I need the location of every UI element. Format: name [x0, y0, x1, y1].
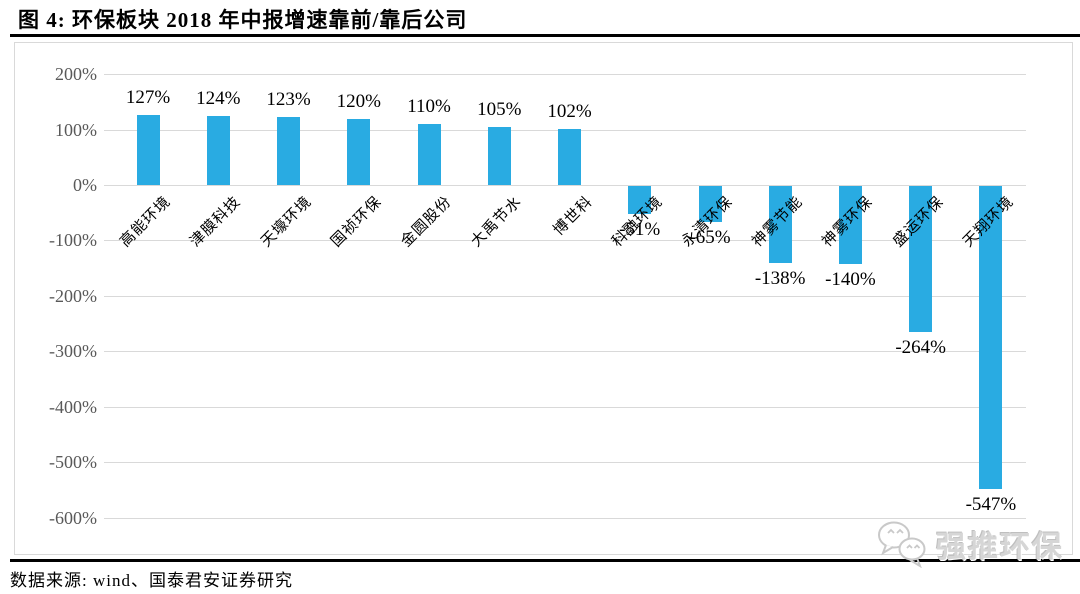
bar	[558, 128, 581, 185]
y-axis-tick-label: -400%	[49, 396, 97, 417]
wechat-icon	[878, 521, 926, 568]
y-axis-tick-label: -300%	[49, 341, 97, 362]
bar-chart: 200% 100% 0% -100% -200% -300% -400% -500% -600%…	[49, 64, 1026, 528]
bar	[136, 114, 160, 185]
gridline	[104, 74, 1026, 76]
category-label: 津膜科技	[187, 193, 245, 251]
bar	[979, 186, 1003, 490]
y-axis-tick-label: 100%	[55, 119, 97, 140]
data-source-note: 数据来源: wind、国泰君安证券研究	[10, 571, 293, 590]
bar-value-label: 105%	[477, 98, 522, 120]
y-axis-tick-label: -200%	[49, 285, 97, 306]
y-axis-tick-label: -600%	[49, 507, 97, 528]
gridline	[104, 295, 1026, 297]
footer-divider-rule	[10, 559, 1080, 562]
gridline	[104, 406, 1026, 408]
bar-value-label: -65%	[689, 227, 731, 248]
gridline	[104, 517, 1026, 519]
y-axis-tick-label: -100%	[49, 230, 97, 251]
title-divider-rule	[10, 34, 1080, 37]
category-label: 博世科	[550, 193, 596, 239]
y-axis-tick-label: 0%	[73, 175, 97, 195]
bar-value-label: 123%	[266, 88, 311, 110]
bar	[628, 186, 652, 215]
category-label: 高能环境	[117, 193, 175, 251]
bar	[838, 186, 862, 264]
gridline	[104, 185, 1026, 186]
bar	[909, 186, 933, 333]
watermark: 强推环保	[876, 520, 1064, 568]
y-axis-tick-label: -500%	[49, 452, 97, 473]
category-label: 金圆股份	[398, 193, 456, 251]
bar	[206, 116, 230, 185]
category-label: 天壕环境	[258, 193, 315, 251]
watermark-label: 强推环保	[936, 531, 1064, 564]
bar-value-label: 120%	[336, 90, 381, 112]
bar-value-label: 127%	[125, 86, 171, 108]
bar-value-label: 102%	[547, 100, 592, 122]
bar-value-label: 124%	[196, 88, 241, 110]
y-axis-tick-label: 200%	[55, 64, 97, 85]
category-label: 科融环境	[609, 193, 666, 251]
chart-frame	[14, 42, 1073, 555]
figure-title: 图 4: 环保板块 2018 年中报增速靠前/靠后公司	[18, 8, 468, 32]
bar-value-label: -264%	[895, 337, 947, 359]
gridline	[104, 462, 1026, 464]
category-label: 国祯环保	[328, 193, 385, 251]
bar-value-label: 110%	[407, 96, 451, 117]
bar	[698, 186, 722, 222]
bar-value-label: -138%	[754, 267, 806, 289]
bar	[768, 186, 792, 263]
gridline	[104, 351, 1026, 353]
bar	[417, 124, 441, 185]
gridline	[104, 240, 1026, 242]
bar-value-label: -547%	[965, 494, 1017, 516]
bar	[277, 116, 301, 185]
bar	[487, 126, 511, 185]
category-label: 大禹节水	[468, 193, 526, 251]
bar-value-label: -140%	[825, 268, 876, 290]
bar-value-label: -51%	[619, 219, 661, 241]
bar	[347, 118, 371, 185]
